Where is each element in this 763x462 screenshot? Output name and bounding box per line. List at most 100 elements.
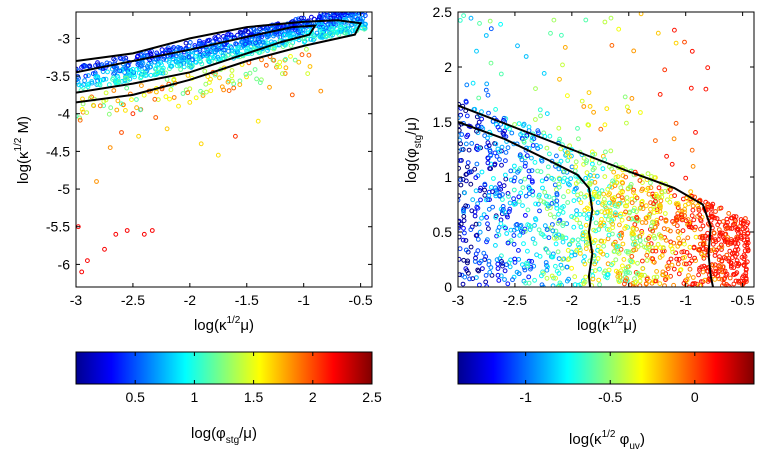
right-scatter-point [602,174,608,180]
right-scatter-point [669,161,675,167]
right-scatter-point [696,247,702,253]
right-scatter-point [618,268,624,274]
right-scatter-point [556,232,562,238]
right-scatter-point [673,250,679,256]
right-scatter-point [481,212,487,218]
left-colorbar-tick-label: 0.5 [125,389,145,405]
right-scatter-point [493,107,499,112]
right-scatter-point [602,19,608,25]
right-scatter-point [555,220,561,226]
right-scatter-point [734,258,740,264]
right-scatter-point [539,178,545,184]
right-scatter-point [495,261,501,267]
left-scatter-point [280,71,285,77]
right-scatter-point [467,276,473,282]
left-scatter-point [283,56,289,62]
right-scatter-point [565,93,570,99]
left-scatter-point [237,29,243,35]
right-scatter-point [634,209,639,215]
right-scatter-point [740,220,746,226]
right-scatter-point [536,192,542,198]
right-scatter-point [466,170,472,175]
left-scatter-point [349,6,353,10]
right-scatter-point [607,209,613,214]
left-scatter-point [83,73,89,79]
right-scatter-point [745,220,751,226]
left-scatter-point [111,88,117,93]
right-scatter-point [644,214,650,220]
left-scatter-point [215,54,221,60]
right-scatter-point [486,226,491,232]
left-outlier-point [94,179,99,184]
right-scatter-point [512,202,517,207]
left-scatter-point [256,50,262,55]
right-scatter-point [601,243,606,249]
right-xtick-label: -1 [679,292,692,308]
left-scatter-point [243,71,249,77]
left-scatter-point [116,79,122,84]
right-scatter-point [463,247,469,253]
right-scatter-point [512,163,517,169]
right-scatter-point [483,273,489,278]
right-scatter-point [562,175,567,181]
left-scatter-point [119,79,125,84]
right-scatter-point [479,215,484,221]
left-xtick-label: -2 [184,292,197,308]
right-scatter-point [697,212,702,218]
right-scatter-point [725,283,731,287]
left-scatter-point [277,64,283,70]
left-scatter-point [192,43,198,48]
right-scatter-point [730,251,735,257]
right-scatter-point [499,162,504,168]
right-scatter-point [561,220,566,226]
right-scatter-point [681,261,687,267]
right-scatter-point [458,218,462,224]
right-scatter-point [608,15,614,21]
left-scatter-point [154,89,159,95]
left-scatter-point [195,54,201,59]
right-scatter-point [605,272,611,277]
right-scatter-point [703,247,709,252]
right-scatter-point [518,190,524,196]
left-outlier-point [267,84,272,90]
right-scatter-point [485,92,491,98]
right-scatter-point [639,231,645,236]
right-scatter-point [655,30,661,36]
right-scatter-point [560,257,565,262]
left-outlier-point [198,141,204,147]
right-scatter-point [646,242,651,247]
right-scatter-point [668,256,674,262]
left-outlier-point [187,100,193,105]
right-scatter-point [581,104,587,109]
right-scatter-point [642,244,647,250]
right-scatter-point [530,179,535,185]
left-scatter-point [208,88,214,94]
right-scatter-point [664,153,669,159]
right-scatter-point [498,71,504,77]
right-scatter-point [624,120,629,126]
right-scatter-point [571,215,577,220]
left-scatter-point [178,67,184,72]
left-outlier-point [215,152,221,158]
right-scatter-point [653,192,659,197]
right-scatter-point [600,251,606,257]
right-scatter-point [517,166,523,171]
right-scatter-point [629,96,635,101]
right-scatter-point [583,160,589,166]
right-scatter-point [671,221,677,227]
right-scatter-point [712,277,718,282]
right-scatter-point [582,261,588,267]
left-scatter-point [254,76,260,82]
right-scatter-point [611,197,617,203]
right-scatter-point [518,132,523,137]
left-inner-contour [76,24,317,94]
right-scatter-point [724,237,730,243]
left-scatter-point [158,60,164,65]
right-scatter-point [520,203,525,209]
right-scatter-point [540,284,546,287]
left-scatter-point [332,12,338,16]
left-scatter-point [106,82,112,88]
right-scatter-point [577,212,583,217]
right-scatter-point [583,222,589,228]
left-scatter-point [296,59,302,65]
